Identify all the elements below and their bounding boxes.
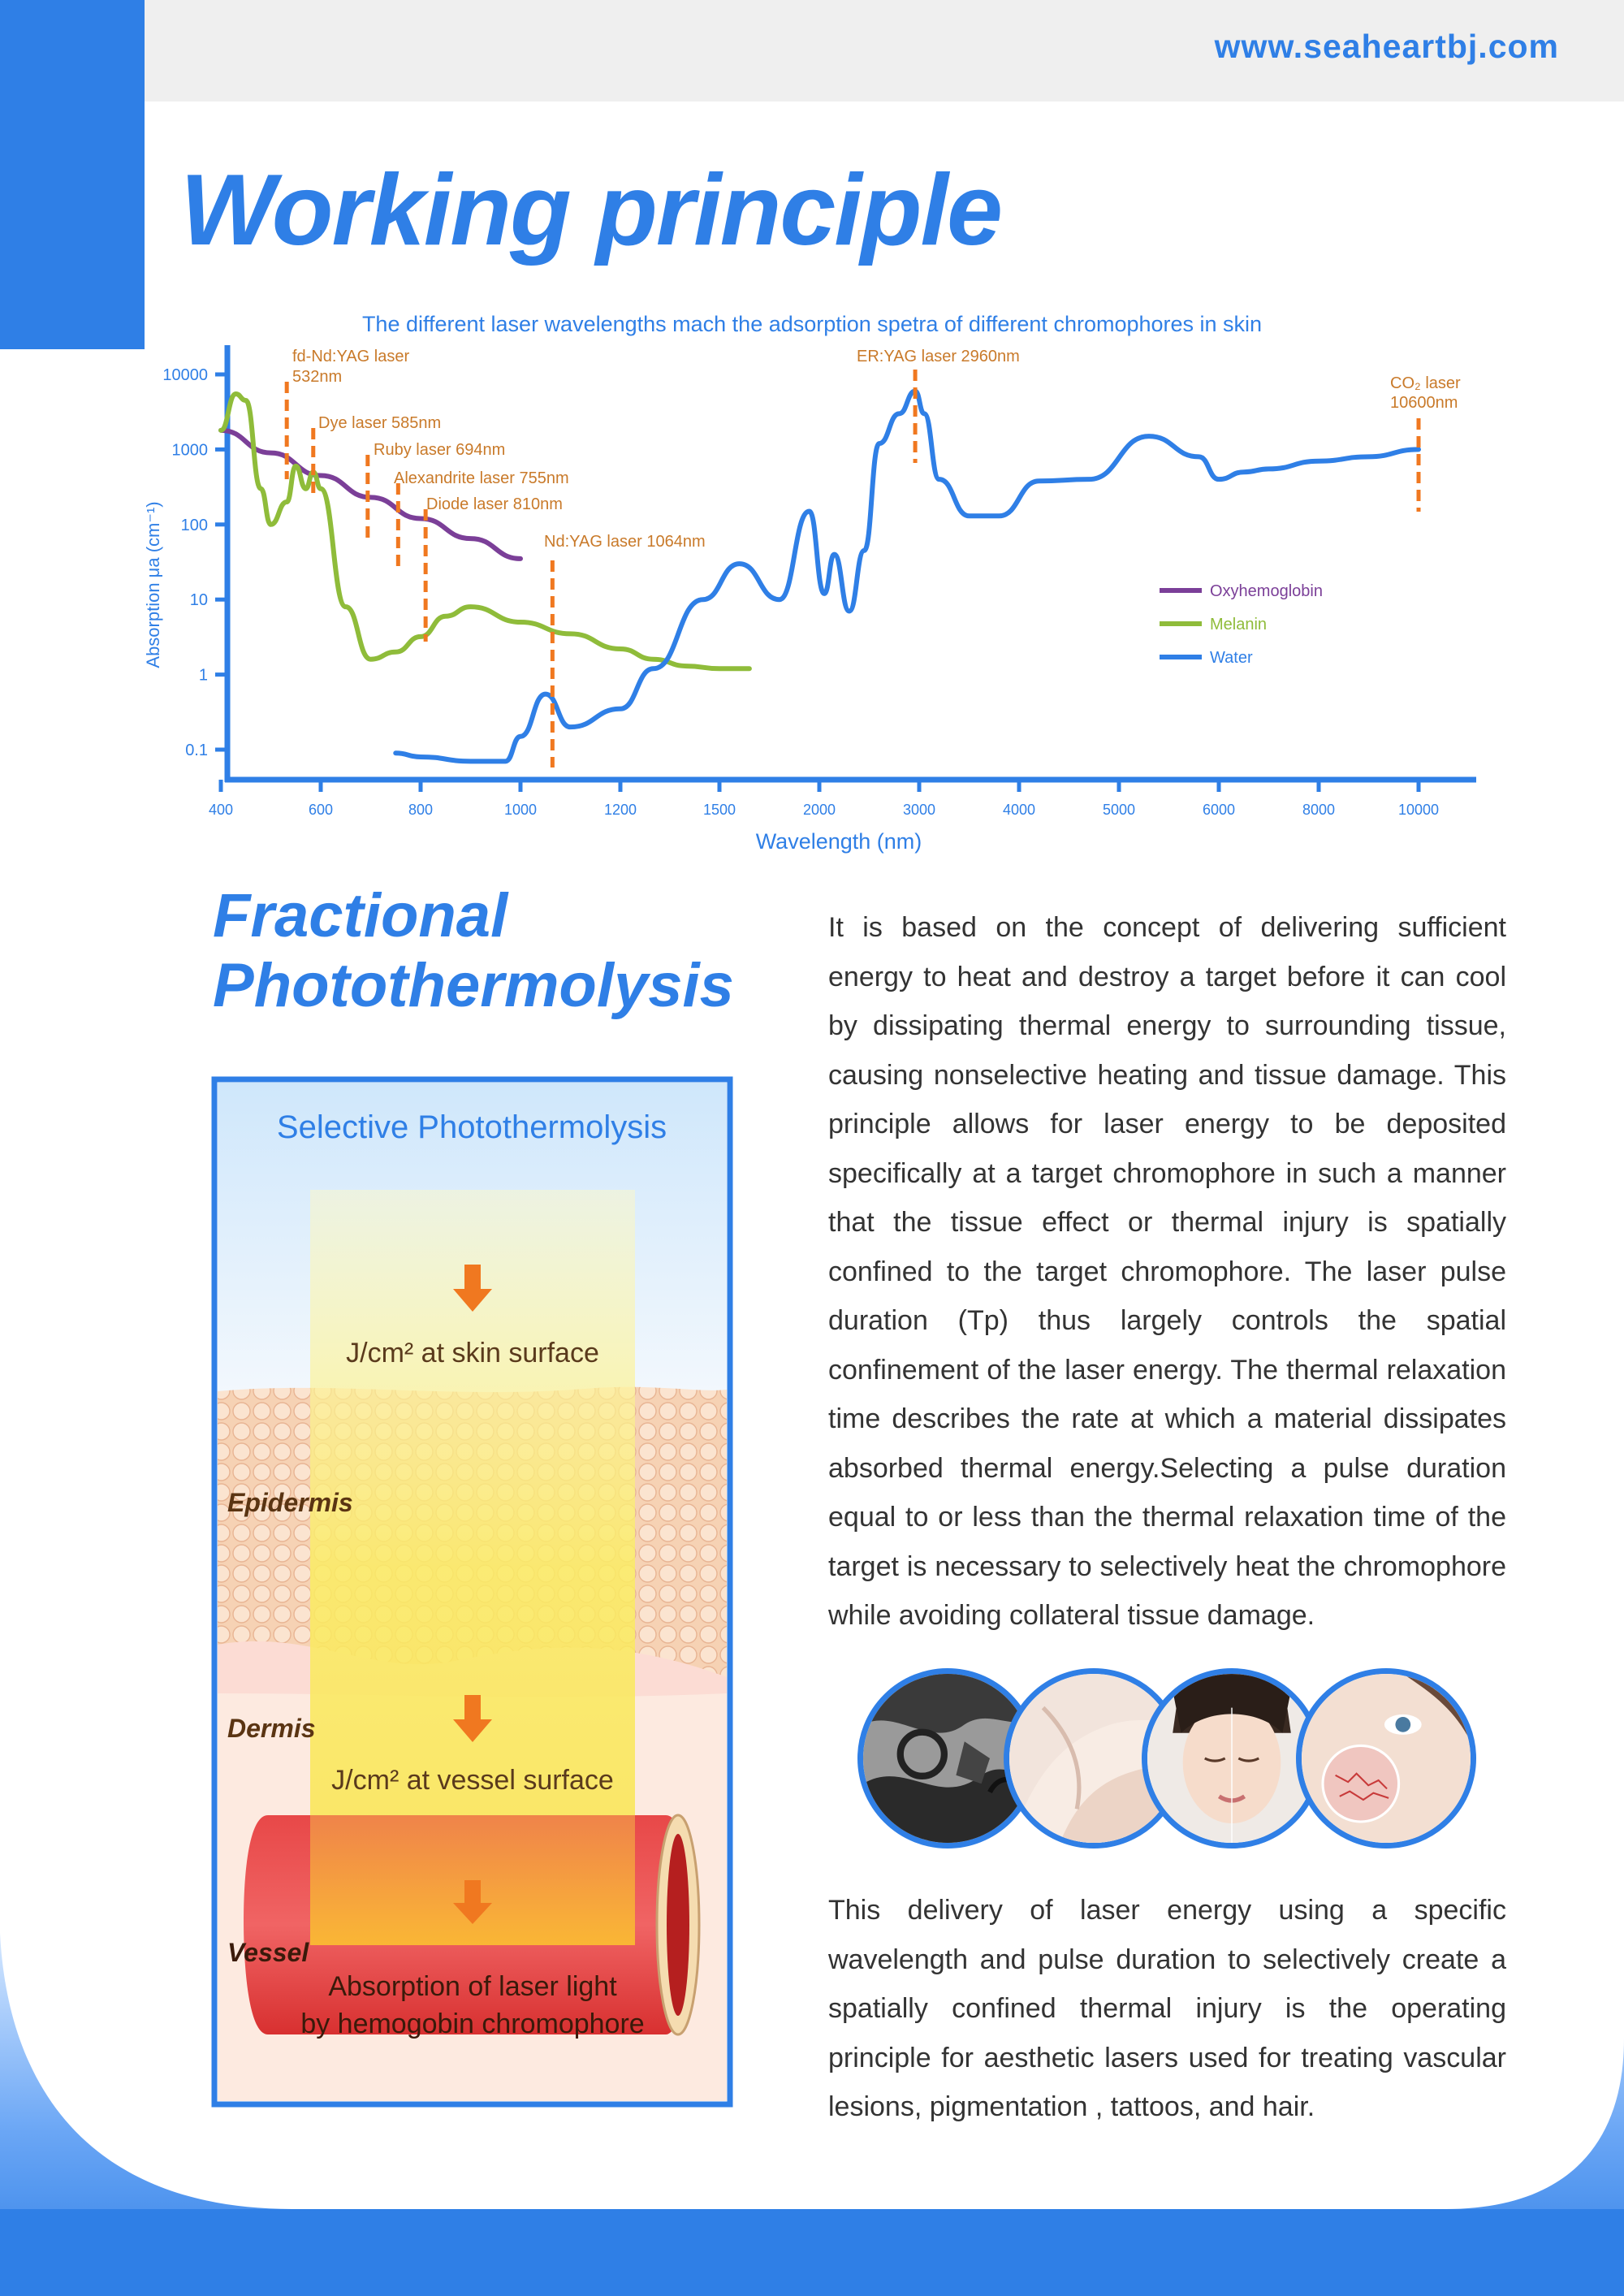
- y-tick-label: 100: [181, 517, 208, 534]
- section-title: Fractional Photothermolysis: [213, 881, 734, 1021]
- laser-label: fd-Nd:YAG laser: [292, 348, 409, 365]
- series-line-water: [393, 388, 1421, 764]
- section-title-line2: Photothermolysis: [213, 951, 734, 1020]
- x-tick-label: 4000: [1003, 802, 1035, 818]
- x-tick-label: 400: [209, 802, 233, 818]
- photothermolysis-diagram: Selective Photothermolysis J/cm² at skin…: [211, 1076, 733, 2108]
- x-tick-label: 5000: [1103, 802, 1135, 818]
- page-title: Working principle: [180, 154, 1003, 266]
- laser-label: Diode laser 810nm: [426, 495, 563, 513]
- series-line-melanin: [218, 391, 752, 672]
- vascular-lesions-photo: [1296, 1668, 1476, 1848]
- section-title-line1: Fractional: [213, 881, 508, 950]
- y-tick-label: 0.1: [185, 742, 208, 759]
- laser-label: Dye laser 585nm: [318, 414, 441, 432]
- y-tick-label: 1000: [172, 441, 209, 459]
- site-url[interactable]: www.seaheartbj.com: [1214, 28, 1559, 65]
- y-axis-label: Absorption μa (cm⁻¹): [143, 501, 163, 668]
- legend-label: Oxyhemoglobin: [1210, 582, 1323, 600]
- laser-label: Alexandrite laser 755nm: [394, 469, 569, 487]
- y-tick-label: 10000: [162, 366, 208, 384]
- paragraph-2: This delivery of laser energy using a sp…: [828, 1895, 1506, 2122]
- x-tick-label: 3000: [903, 802, 935, 818]
- x-tick-label: 800: [408, 802, 433, 818]
- top-bar: [0, 0, 1624, 102]
- absorption-chart: The different laser wavelengths mach the…: [143, 312, 1476, 854]
- chart-title: The different laser wavelengths mach the…: [362, 312, 1262, 336]
- laser-label: Ruby laser 694nm: [374, 441, 505, 459]
- x-tick-label: 600: [309, 802, 333, 818]
- laser-label: ER:YAG laser 2960nm: [857, 348, 1020, 365]
- legend-label: Water: [1210, 649, 1253, 667]
- laser-label-wavelength: 10600nm: [1390, 394, 1458, 412]
- tattoo-photo: [857, 1668, 1038, 1848]
- x-tick-label: 6000: [1203, 802, 1235, 818]
- series-line-oxyhemoglobin: [218, 427, 523, 561]
- x-tick-label: 10000: [1398, 802, 1439, 818]
- skin-rejuvenation-photo: [1142, 1668, 1322, 1848]
- application-photos: [857, 1668, 1476, 1848]
- laser-label: CO₂ laser: [1390, 374, 1461, 392]
- vessel-surface-label: J/cm² at vessel surface: [331, 1765, 614, 1796]
- x-tick-label: 2000: [803, 802, 836, 818]
- legend-label: Melanin: [1210, 616, 1267, 633]
- skin-surface-label: J/cm² at skin surface: [346, 1338, 599, 1369]
- x-tick-label: 8000: [1302, 802, 1335, 818]
- y-tick-label: 10: [190, 591, 208, 609]
- corner-accent: [0, 0, 145, 349]
- x-tick-label: 1000: [504, 802, 537, 818]
- vessel-label: Vessel: [227, 1938, 309, 1967]
- bottom-wave: [0, 1933, 1624, 2296]
- paragraph-1: It is based on the concept of delivering…: [828, 912, 1506, 1631]
- laser-label-wavelength: 532nm: [292, 368, 342, 386]
- epidermis-label: Epidermis: [227, 1488, 353, 1517]
- laser-label: Nd:YAG laser 1064nm: [544, 533, 706, 551]
- absorption-line2: by hemogobin chromophore: [300, 2008, 644, 2039]
- absorption-line1: Absorption of laser light: [328, 1971, 617, 2002]
- x-tick-label: 1500: [703, 802, 736, 818]
- diagram-title: Selective Photothermolysis: [277, 1109, 667, 1145]
- dermis-label: Dermis: [227, 1714, 316, 1743]
- y-tick-label: 1: [199, 667, 208, 685]
- x-tick-label: 1200: [604, 802, 637, 818]
- x-axis-label: Wavelength (nm): [756, 829, 922, 854]
